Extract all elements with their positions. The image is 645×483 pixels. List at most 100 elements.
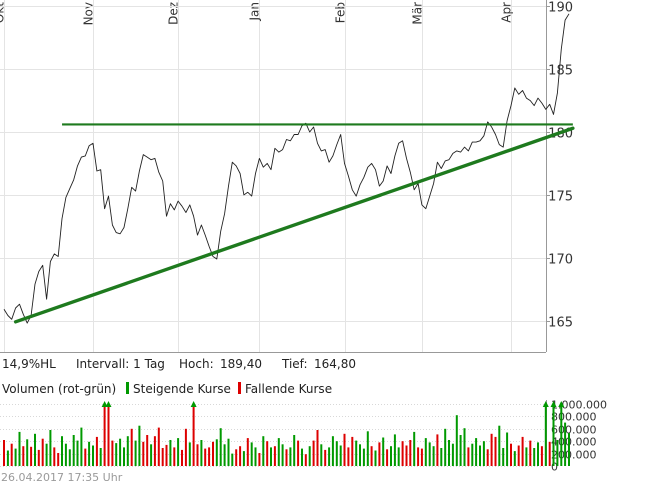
volume-overflow-arrow (558, 401, 565, 407)
volume-bar (64, 443, 67, 466)
volume-bar (498, 425, 501, 466)
volume-bar (494, 436, 497, 466)
volume-bar (556, 440, 559, 466)
volume-bar (448, 440, 450, 466)
timestamp: 26.04.2017 17:35 Uhr (1, 471, 123, 483)
volume-bar (34, 433, 36, 466)
volume-bar (80, 427, 83, 466)
volume-bar (374, 450, 377, 466)
volume-bar (157, 427, 160, 466)
volume-bar (316, 430, 319, 466)
volume-bar (188, 442, 191, 466)
y-tick-label: 185 (548, 64, 573, 79)
volume-bar (490, 433, 493, 466)
volume-bar (3, 440, 5, 466)
volume-bar (262, 436, 265, 466)
volume-bar (169, 440, 172, 466)
volume-bar (339, 445, 342, 466)
volume-bar (436, 434, 439, 466)
volume-bar (529, 440, 532, 466)
volume-bar (53, 447, 56, 466)
volume-bar (459, 435, 462, 466)
volume-bar (564, 422, 567, 466)
volume-bar (68, 449, 71, 466)
volume-overflow-arrow (101, 401, 108, 407)
y-tick-label: 170 (548, 253, 573, 268)
y-tick-label: 175 (548, 190, 573, 205)
legend-down-label: Fallende Kurse (245, 382, 332, 396)
volume-bar (142, 441, 145, 466)
volume-title: Volumen (rot-grün) (2, 382, 116, 396)
volume-bar (41, 438, 44, 466)
volume-bar (6, 450, 9, 466)
volume-bar (479, 445, 481, 466)
volume-bar (502, 448, 505, 466)
volume-bar (293, 435, 296, 466)
interval-label: Intervall: 1 Tag (76, 357, 165, 371)
volume-bar (254, 447, 257, 466)
volume-bar (390, 446, 392, 466)
volume-bar (242, 451, 245, 466)
volume-bar (61, 436, 63, 466)
volume-bar (401, 441, 404, 466)
x-tick-label: Nov (82, 2, 96, 25)
support-trendline (13, 126, 575, 324)
price-chart: OktNovDezJanFebMärApr190185180175170165 (0, 0, 575, 353)
volume-tick-label: 400.000 (551, 436, 597, 449)
volume-bar (37, 449, 40, 466)
volume-bar (393, 434, 396, 466)
volume-bar (111, 440, 114, 466)
volume-bar (153, 436, 156, 466)
volume-bar (417, 447, 420, 466)
volume-bar (192, 404, 195, 466)
y-tick-label: 190 (548, 1, 573, 16)
volume-bar (235, 449, 238, 466)
volume-bar (208, 447, 211, 466)
volume-bar (84, 448, 87, 466)
volume-bar (76, 440, 79, 466)
x-tick-label: Feb (334, 2, 348, 23)
volume-bar (568, 433, 570, 466)
volume-bar (355, 440, 358, 466)
volume-bar (347, 447, 350, 466)
low-label: Tief: (281, 357, 308, 371)
volume-bar (150, 444, 153, 466)
volume-bar (463, 428, 466, 466)
volume-bar (119, 438, 122, 466)
x-tick-label: Apr (500, 2, 514, 23)
volume-bar (343, 433, 346, 466)
volume-bar (320, 444, 323, 466)
high-value: 189,40 (220, 357, 262, 371)
volume-bar (92, 445, 94, 466)
volume-bar (138, 425, 141, 466)
volume-bar (328, 447, 331, 466)
volume-bar (540, 446, 543, 466)
volume-bar (165, 444, 168, 466)
volume-bar (103, 404, 106, 466)
volume-bar (239, 446, 242, 466)
volume-bar (312, 440, 315, 466)
volume-bar (184, 428, 187, 466)
volume-bar (324, 449, 327, 466)
volume-bar (397, 447, 400, 466)
volume-bar (440, 448, 443, 466)
volume-bar (45, 443, 48, 466)
volume-bar (30, 446, 33, 466)
volume-bar (219, 428, 222, 466)
volume-bar (10, 443, 13, 466)
volume-tick-label: 1.000.000 (551, 399, 607, 412)
volume-bar (428, 442, 431, 466)
legend-up-swatch (126, 382, 129, 394)
volume-bar (409, 440, 412, 466)
volume-bar (432, 446, 435, 466)
volume-bar (444, 428, 447, 466)
volume-bar (486, 449, 489, 466)
volume-bar (250, 442, 253, 466)
volume-bar (451, 443, 454, 466)
volume-bar (525, 447, 528, 466)
legend-down-swatch (238, 382, 241, 394)
volume-bar (99, 448, 102, 466)
volume-bar (26, 439, 29, 466)
volume-bar (521, 436, 524, 466)
